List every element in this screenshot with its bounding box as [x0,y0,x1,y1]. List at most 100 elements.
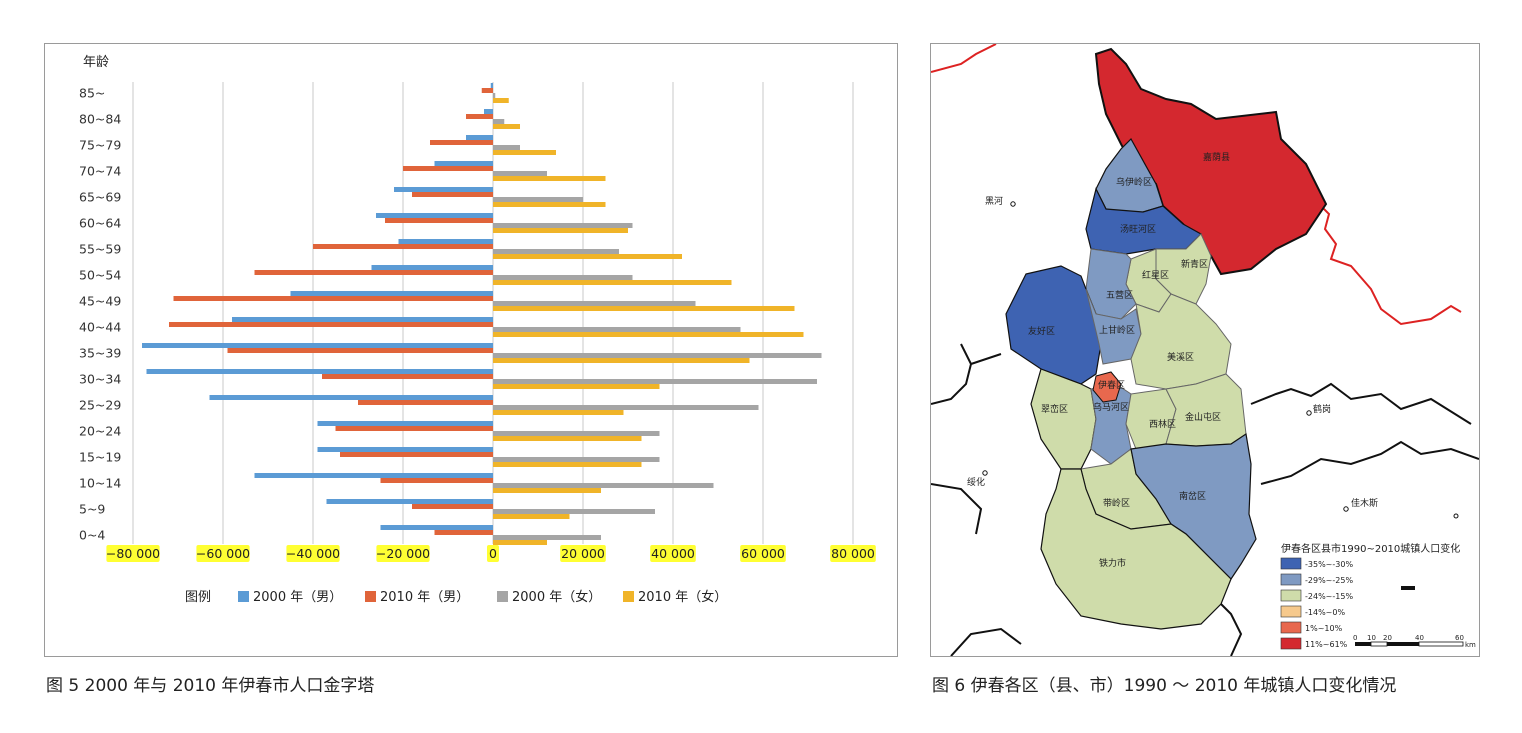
map-legend: 伊春各区县市1990~2010城镇人口变化 -35%~-30% -29%~-25%… [1280,542,1460,650]
bar [209,395,493,400]
district-label: 上甘岭区 [1099,324,1135,336]
bar [398,239,493,244]
bar [412,504,493,509]
north-arrow-mark [1401,586,1415,590]
bar [493,93,496,98]
map-legend-title: 伊春各区县市1990~2010城镇人口变化 [1281,542,1460,555]
category-label: 0~4 [79,528,105,543]
category-label: 60~64 [79,216,121,231]
district-label: 嘉荫县 [1203,151,1230,163]
border-line [930,43,997,73]
district-label: 五营区 [1106,289,1133,301]
bar [493,145,520,150]
bar [254,473,493,478]
legend-swatch [623,591,634,602]
tick-highlight [286,545,340,562]
category-label: 45~49 [79,294,121,309]
city-marker [1010,201,1016,207]
district-label: 乌伊岭区 [1116,176,1152,188]
bar [317,447,493,452]
map-legend-swatch [1280,573,1302,586]
bar [493,353,822,358]
x-tick-label: 0 [489,546,497,561]
x-tick-label: −80 000 [106,546,160,561]
bar [142,343,493,348]
bar [493,327,741,332]
bar [493,483,714,488]
bar [434,530,493,535]
map-legend-swatch [1280,637,1302,650]
bar [335,426,493,431]
bar [394,187,493,192]
bar [493,124,520,129]
district-yichun [1092,371,1122,403]
x-tick-label: −40 000 [286,546,340,561]
bar [481,88,493,93]
bar [493,358,750,363]
boundary-line [1260,440,1480,485]
bar [493,280,732,285]
district-label: 铁力市 [1099,557,1126,569]
city-label: 鹤岗 [1313,403,1331,415]
bar [493,98,509,103]
population-pyramid-panel: 年龄 0~4 5~9 10~14 15~19 20~24 25~29 30~34 35~39 40… [44,43,898,657]
bar [493,540,547,545]
bar [322,374,493,379]
district-label: 乌马河区 [1093,401,1129,413]
tick-highlight [376,545,430,562]
boundary-line [930,343,1002,405]
bar [466,114,493,119]
tick-highlight [830,545,876,562]
bar [493,171,547,176]
category-label: 10~14 [79,476,121,491]
district-youhao [1005,265,1102,385]
bar [340,452,493,457]
tick-highlight [740,545,786,562]
bar [493,150,556,155]
map-legend-entry: -24%~-15% [1305,592,1353,601]
bar [434,161,493,166]
tick-highlight [560,545,606,562]
x-tick-label: −60 000 [196,546,250,561]
scale-unit: km [1465,641,1476,649]
bar [493,410,624,415]
district-label: 南岔区 [1179,490,1206,502]
district-label: 西林区 [1149,418,1176,430]
category-label: 55~59 [79,242,121,257]
bar [493,306,795,311]
bar [254,270,493,275]
tick-highlight [650,545,696,562]
border-line [1318,203,1462,326]
bar [493,249,619,254]
bar [376,213,493,218]
x-tick-label: 20 000 [561,546,605,561]
category-label: 40~44 [79,320,121,335]
map-legend-entry: 11%~61% [1305,640,1348,649]
legend-entry: 2000 年（女） [512,589,601,605]
scale-tick: 10 [1367,634,1376,642]
category-label: 25~29 [79,398,121,413]
category-label: 15~19 [79,450,121,465]
category-label: 5~9 [79,502,105,517]
legend-entry: 2000 年（男） [253,590,342,605]
city-marker [1306,410,1312,416]
figure6-caption: 图 6 伊春各区（县、市）1990 ～ 2010 年城镇人口变化情况 [932,676,1397,696]
bar [493,202,606,207]
bar [146,369,493,374]
legend-entry: 2010 年（男） [380,590,469,605]
bar [169,322,493,327]
bar [380,478,493,483]
bar [385,218,493,223]
bar [430,140,493,145]
bar [466,135,493,140]
bar [326,499,493,504]
figure5-caption: 图 5 2000 年与 2010 年伊春市人口金字塔 [46,676,375,696]
bar [493,431,660,436]
scale-tick: 20 [1383,634,1392,642]
map-legend-swatch [1280,557,1302,570]
legend-swatch [497,591,508,602]
bar [493,176,606,181]
map-legend-entry: -35%~-30% [1305,560,1353,569]
y-axis-title: 年龄 [83,55,109,70]
city-marker [982,470,988,476]
